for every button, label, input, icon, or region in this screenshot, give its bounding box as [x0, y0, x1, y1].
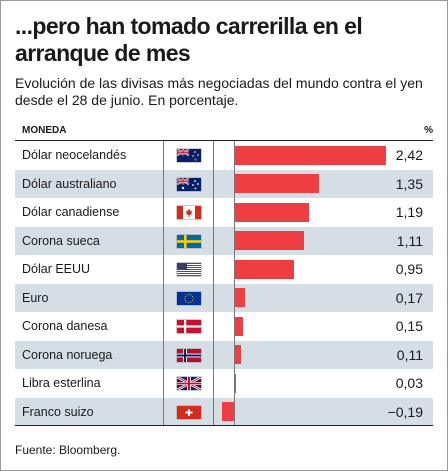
- currency-label: Dólar EEUU: [22, 262, 91, 276]
- value-label: 0,17: [395, 289, 423, 306]
- chart-title: ...pero han tomado carrerilla en el arra…: [15, 13, 363, 66]
- bottom-rule: [15, 425, 433, 426]
- nz-flag-icon: [176, 148, 201, 162]
- value-label: 1,19: [395, 204, 423, 220]
- currency-label: Corona noruega: [22, 347, 113, 362]
- value-bar: [234, 259, 294, 279]
- currency-label: Corona danesa: [22, 319, 108, 333]
- value-bar: [234, 288, 245, 308]
- chart-row: Dólar australiano 1,35: [15, 169, 433, 198]
- currency-column-header: MONEDA: [22, 125, 67, 136]
- value-label: 2,42: [395, 147, 423, 163]
- column-divider-flags: [213, 141, 214, 425]
- chart-row: Euro 0,17: [15, 283, 433, 312]
- dk-flag-icon: [177, 320, 201, 333]
- currency-label: Franco suizo: [22, 404, 94, 419]
- chart-row: Dólar canadiense 1,19: [15, 198, 433, 227]
- gb-flag-icon: [176, 375, 202, 392]
- chart-row: Franco suizo −0,19: [15, 397, 433, 426]
- chart-row: Libra esterlina 0,03: [15, 369, 433, 398]
- se-flag-icon: [177, 234, 201, 248]
- source-note: Fuente: Bloomberg.: [15, 443, 121, 457]
- ch-flag-icon: [177, 405, 201, 419]
- currency-label: Dólar neocelandés: [22, 148, 127, 162]
- chart-row: Corona noruega 0,11: [15, 340, 433, 369]
- value-bar: [234, 316, 244, 336]
- value-bar: [234, 202, 309, 222]
- value-label: 0,03: [395, 375, 423, 391]
- value-column-header: %: [424, 125, 433, 136]
- ca-flag-icon: [177, 206, 201, 219]
- chart-row: Dólar neocelandés 2,42: [15, 141, 433, 170]
- value-label: 0,15: [395, 318, 423, 334]
- value-bar: [234, 145, 386, 165]
- au-flag-icon: [176, 176, 201, 191]
- value-label: 0,11: [396, 346, 423, 363]
- currency-label: Libra esterlina: [22, 376, 101, 390]
- currency-label: Dólar canadiense: [22, 205, 120, 219]
- value-label: 1,11: [396, 232, 423, 249]
- chart-row: Dólar EEUU 0,95: [15, 255, 433, 284]
- value-bar: [234, 174, 319, 194]
- value-label: 0,95: [395, 261, 423, 277]
- value-bar: [234, 345, 241, 365]
- chart-row: Corona sueca 1,11: [15, 226, 433, 255]
- chart-subtitle: Evolución de las divisas más negociadas …: [15, 75, 423, 108]
- value-label: 1,35: [395, 175, 423, 192]
- eu-flag-icon: [177, 291, 201, 305]
- currency-label: Corona sueca: [22, 233, 100, 248]
- value-label: −0,19: [387, 403, 423, 420]
- chart-row: Corona danesa 0,15: [15, 312, 433, 341]
- us-flag-icon: [177, 263, 201, 276]
- column-divider-left: [163, 141, 164, 425]
- header-rule: [15, 140, 433, 141]
- value-bar: [222, 402, 234, 422]
- currency-label: Dólar australiano: [22, 176, 117, 191]
- no-flag-icon: [177, 348, 201, 362]
- zero-axis-line: [234, 141, 235, 425]
- value-bar: [234, 231, 304, 251]
- currency-label: Euro: [22, 290, 49, 305]
